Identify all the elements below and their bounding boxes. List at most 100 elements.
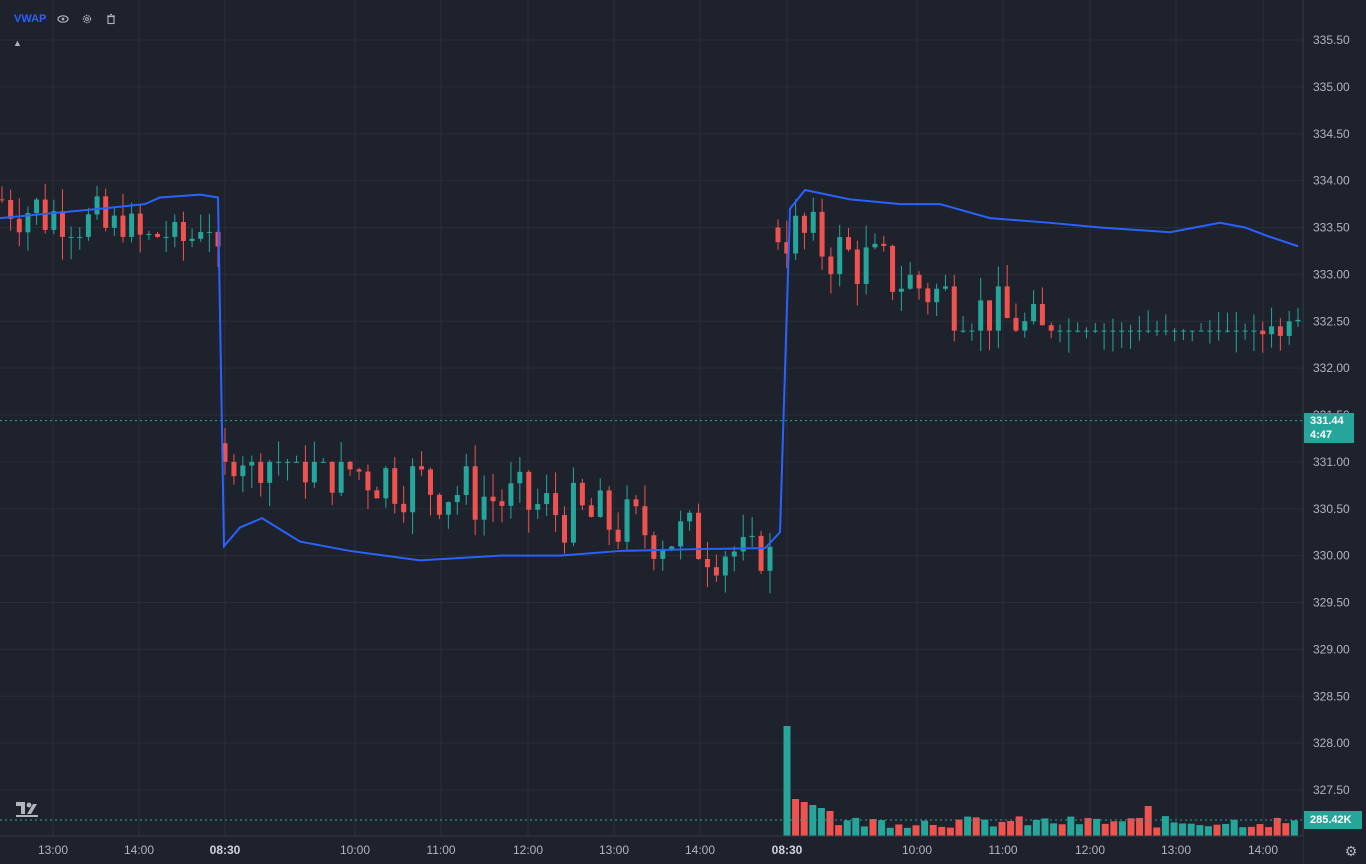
candle-body [445, 502, 451, 515]
candle-body [801, 215, 807, 233]
candle-body [111, 215, 117, 228]
candle-body [969, 330, 975, 332]
candle-body [696, 512, 702, 560]
price-tick-label: 328.00 [1313, 736, 1350, 750]
candle-body [1189, 330, 1195, 332]
candle-body [94, 196, 100, 215]
trash-icon[interactable] [104, 12, 118, 26]
candle-body [1031, 304, 1037, 322]
last-price-value: 331.44 [1310, 415, 1344, 427]
candle-body [633, 499, 639, 507]
candle-body [410, 466, 416, 513]
volume-bar [1032, 819, 1040, 836]
tradingview-logo-icon[interactable] [14, 798, 40, 820]
volume-bar [1187, 823, 1195, 836]
candle-body [155, 233, 161, 237]
candle-body [419, 466, 425, 470]
candle-body [85, 214, 91, 237]
volume-bar [1273, 817, 1281, 836]
candle-body [1224, 330, 1230, 332]
candle-body [704, 559, 710, 568]
candle-body [740, 537, 746, 552]
candle-body [1083, 330, 1089, 332]
volume-bar [1282, 823, 1290, 836]
candle-body [231, 461, 237, 477]
volume-bars [783, 726, 1298, 836]
candle-body [951, 286, 957, 331]
candle-body [1207, 330, 1213, 332]
candle-body [562, 515, 568, 543]
candle-body [660, 549, 666, 559]
candle-body [249, 461, 255, 466]
candle-body [916, 274, 922, 289]
candle-body [819, 211, 825, 257]
price-tick-label: 334.50 [1313, 127, 1350, 141]
candle-body [499, 501, 505, 506]
candle-body [25, 213, 31, 233]
candle-body [925, 288, 931, 303]
candle-body [872, 243, 878, 248]
candle-body [749, 535, 755, 538]
volume-bar [1058, 824, 1066, 836]
volume-bar [1127, 818, 1135, 836]
time-tick-label: 12:00 [1075, 843, 1105, 857]
candle-body [526, 471, 532, 510]
collapse-arrow-icon[interactable]: ▲ [13, 38, 22, 48]
eye-icon[interactable] [56, 12, 70, 26]
indicator-legend: VWAP [14, 12, 118, 26]
volume-bar [1247, 826, 1255, 836]
volume-bar [878, 820, 886, 836]
price-tick-label: 327.50 [1313, 783, 1350, 797]
candle-body [392, 468, 398, 504]
time-tick-label: 11:00 [426, 843, 455, 857]
price-tick-label: 328.50 [1313, 689, 1350, 703]
candle-body [51, 211, 57, 230]
candle-body [206, 231, 212, 233]
volume-bar [852, 817, 860, 836]
volume-bar [1144, 806, 1152, 836]
price-tick-label: 329.50 [1313, 596, 1350, 610]
volume-bar [1290, 820, 1298, 836]
volume-bar [946, 827, 954, 836]
candle-body [189, 238, 195, 241]
time-tick-label: 10:00 [340, 843, 370, 857]
volume-bar [1196, 825, 1204, 836]
volume-bar [1093, 818, 1101, 836]
candle-body [1022, 321, 1028, 331]
candle-body [678, 521, 684, 547]
candle-body [942, 286, 948, 289]
time-tick-label: 10:00 [902, 843, 932, 857]
candle-body [356, 469, 362, 472]
volume-bar [1101, 823, 1109, 836]
volume-bar [886, 827, 894, 836]
candle-body [767, 546, 773, 571]
candle-body [267, 461, 273, 483]
candle-body [490, 496, 496, 502]
indicator-name[interactable]: VWAP [14, 13, 47, 25]
candle-body [120, 215, 126, 237]
candle-body [837, 237, 843, 275]
candle-body [59, 211, 65, 237]
candle-body [1216, 330, 1222, 332]
bar-countdown: 4:47 [1310, 429, 1333, 441]
candle-body [1092, 330, 1098, 332]
candle-body [1295, 319, 1301, 322]
chart-settings-gear-icon[interactable]: ⚙ [1344, 842, 1358, 859]
time-tick-label: 14:00 [1248, 843, 1278, 857]
candle-body [1101, 330, 1107, 332]
volume-bar [1118, 821, 1126, 836]
price-tick-label: 329.00 [1313, 642, 1350, 656]
volume-bar [1075, 824, 1083, 836]
time-axis-labels: 13:00 14:00 08:30 10:00 11:00 12:00 13:00 14:00… [38, 843, 1278, 857]
volume-bar [1161, 816, 1169, 836]
gear-icon[interactable] [80, 12, 94, 26]
candle-body [172, 222, 178, 237]
candle-body [1163, 330, 1169, 332]
candle-body [579, 482, 585, 506]
candle-body [8, 200, 14, 219]
candle-body [517, 471, 523, 484]
volume-bar [1136, 817, 1144, 836]
volume-bar [929, 824, 937, 836]
candle-body [146, 233, 152, 235]
